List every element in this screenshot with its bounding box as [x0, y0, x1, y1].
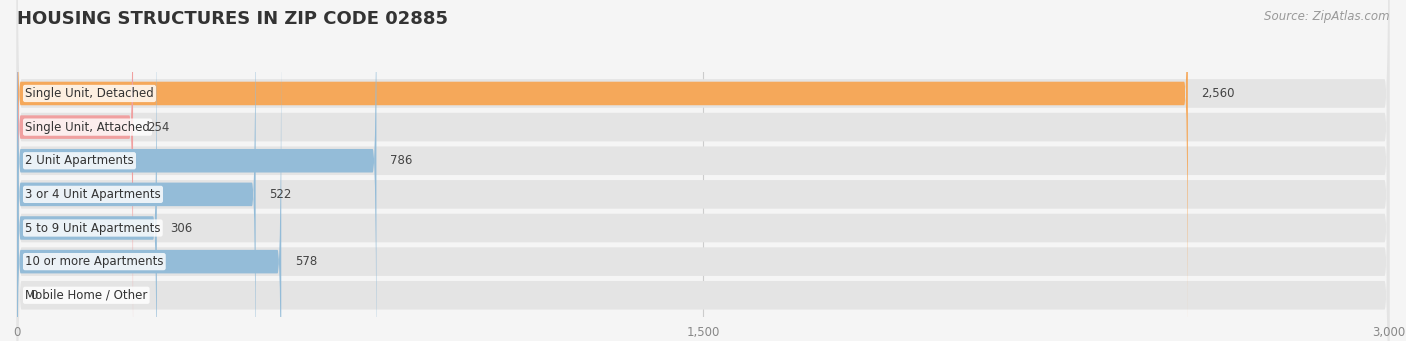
- FancyBboxPatch shape: [17, 0, 1389, 341]
- Text: Single Unit, Attached: Single Unit, Attached: [25, 121, 150, 134]
- Text: 578: 578: [295, 255, 318, 268]
- Text: 522: 522: [270, 188, 291, 201]
- FancyBboxPatch shape: [17, 0, 1389, 341]
- FancyBboxPatch shape: [17, 0, 1389, 341]
- FancyBboxPatch shape: [17, 0, 256, 341]
- Text: 0: 0: [31, 289, 38, 302]
- FancyBboxPatch shape: [17, 0, 157, 341]
- Text: 5 to 9 Unit Apartments: 5 to 9 Unit Apartments: [25, 222, 160, 235]
- Text: Source: ZipAtlas.com: Source: ZipAtlas.com: [1264, 10, 1389, 23]
- FancyBboxPatch shape: [17, 0, 1389, 341]
- FancyBboxPatch shape: [17, 0, 377, 341]
- Text: 254: 254: [146, 121, 169, 134]
- Text: 306: 306: [170, 222, 193, 235]
- Text: 2,560: 2,560: [1202, 87, 1234, 100]
- FancyBboxPatch shape: [17, 0, 134, 341]
- Text: 10 or more Apartments: 10 or more Apartments: [25, 255, 163, 268]
- FancyBboxPatch shape: [17, 0, 1389, 341]
- FancyBboxPatch shape: [17, 0, 1188, 341]
- Text: 2 Unit Apartments: 2 Unit Apartments: [25, 154, 134, 167]
- FancyBboxPatch shape: [17, 4, 281, 341]
- Text: 786: 786: [389, 154, 412, 167]
- Text: Mobile Home / Other: Mobile Home / Other: [25, 289, 148, 302]
- FancyBboxPatch shape: [17, 0, 1389, 341]
- Text: HOUSING STRUCTURES IN ZIP CODE 02885: HOUSING STRUCTURES IN ZIP CODE 02885: [17, 10, 449, 28]
- Text: Single Unit, Detached: Single Unit, Detached: [25, 87, 153, 100]
- FancyBboxPatch shape: [17, 0, 1389, 341]
- Text: 3 or 4 Unit Apartments: 3 or 4 Unit Apartments: [25, 188, 160, 201]
